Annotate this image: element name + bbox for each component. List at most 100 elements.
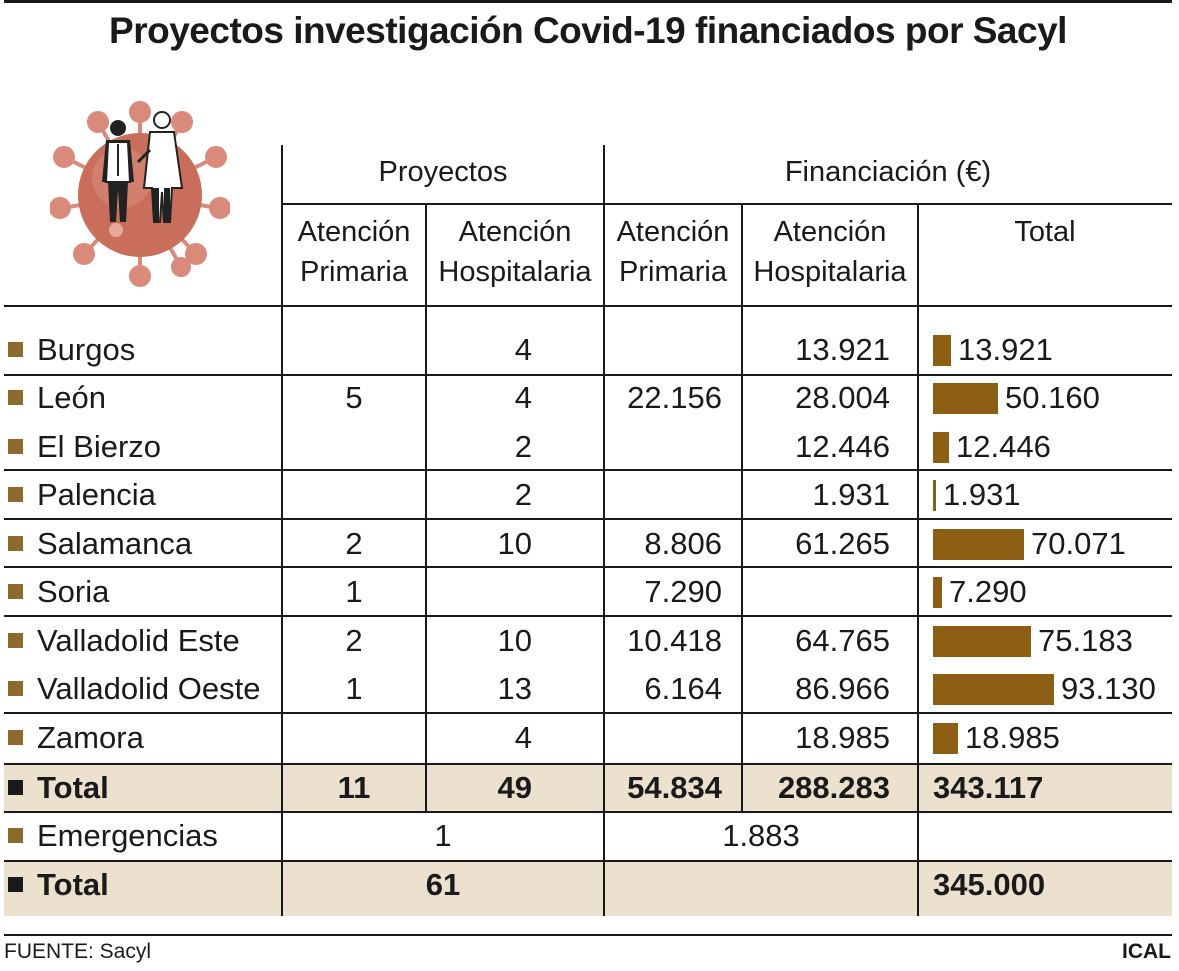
total-proy-primaria: 11 [337, 770, 371, 805]
top-rule [4, 0, 1172, 3]
grand-total-proyectos: 61 [425, 867, 461, 902]
header-line-mid [282, 203, 1172, 205]
grand-total-row-band [4, 862, 1172, 916]
row-name: Palencia [8, 475, 156, 515]
bar-5 [933, 577, 942, 608]
row-label: Soria [37, 574, 110, 609]
row-label: Palencia [37, 477, 156, 512]
bullet-square-icon [8, 877, 23, 892]
bar-4 [933, 529, 1024, 560]
cell-fin-hospitalaria: 1.931 [812, 477, 890, 512]
bullet-square-icon [8, 342, 23, 357]
bar-value-label: 12.446 [956, 429, 1051, 464]
chart-title: Proyectos investigación Covid-19 financi… [109, 10, 1067, 51]
bar-6 [933, 626, 1031, 657]
row-label: Total [37, 867, 109, 902]
total-row-name: Total [8, 768, 109, 808]
bar-0 [933, 335, 951, 366]
total-financiacion: 343.117 [933, 770, 1044, 805]
bar-value-label: 93.130 [1061, 671, 1156, 706]
cell-fin-hospitalaria: 12.446 [795, 429, 890, 464]
row-label: Burgos [37, 332, 136, 367]
cell-proy-primaria: 2 [345, 623, 363, 658]
agency-credit: ICAL [1122, 940, 1171, 963]
bar-3 [933, 480, 936, 511]
emergencias-proyectos: 1 [434, 818, 452, 853]
bullet-square-icon [8, 780, 23, 795]
header-proyectos: Proyectos [378, 156, 508, 188]
cell-fin-primaria: 22.156 [627, 380, 722, 415]
row-name: Zamora [8, 718, 144, 758]
row-separator [4, 712, 1172, 714]
row-name: Valladolid Este [8, 621, 240, 661]
header-line-bottom [4, 305, 1172, 307]
row-label: León [37, 380, 106, 415]
row-separator [4, 763, 1172, 765]
row-label: Valladolid Este [37, 623, 240, 658]
virus-researchers-icon [50, 101, 230, 287]
header-proy-at-primaria: Atención Primaria [297, 216, 411, 288]
cell-fin-primaria: 6.164 [644, 671, 722, 706]
total-row-band [4, 765, 1172, 811]
grand-total-financiacion: 345.000 [933, 867, 1046, 902]
row-name: Soria [8, 572, 109, 612]
bar-value-label: 7.290 [949, 574, 1027, 609]
header-proy-at-hospitalaria: Atención Hospitalaria [438, 216, 592, 288]
row-name: León [8, 378, 106, 418]
row-name: El Bierzo [8, 427, 161, 467]
bullet-square-icon [8, 633, 23, 648]
emergencias-row-name: Emergencias [8, 816, 218, 856]
row-name: Burgos [8, 330, 135, 370]
cell-fin-hospitalaria: 18.985 [795, 720, 890, 755]
total-fin-primaria: 54.834 [627, 770, 722, 805]
cell-fin-hospitalaria: 64.765 [795, 623, 890, 658]
row-label: El Bierzo [37, 429, 162, 464]
divider-4 [741, 203, 743, 813]
row-label: Salamanca [37, 526, 193, 561]
divider-5 [917, 203, 919, 916]
cell-proy-primaria: 2 [345, 526, 363, 561]
row-separator [4, 860, 1172, 862]
row-label: Total [37, 770, 109, 805]
bullet-square-icon [8, 730, 23, 745]
bullet-square-icon [8, 584, 23, 599]
bar-1 [933, 383, 998, 414]
cell-proy-hospitalaria: 4 [514, 380, 532, 415]
row-label: Valladolid Oeste [37, 671, 261, 706]
divider-1 [281, 145, 283, 916]
emergencias-financiacion: 1.883 [722, 818, 800, 853]
cell-proy-hospitalaria: 4 [514, 720, 532, 755]
bullet-square-icon [8, 681, 23, 696]
cell-fin-hospitalaria: 86.966 [795, 671, 890, 706]
bar-8 [933, 723, 958, 754]
bar-value-label: 75.183 [1038, 623, 1133, 658]
header-fin-at-primaria: Atención Primaria [616, 216, 730, 288]
bullet-square-icon [8, 828, 23, 843]
cell-proy-hospitalaria: 10 [497, 526, 532, 561]
row-separator [4, 811, 1172, 813]
row-separator [4, 615, 1172, 617]
source-text: FUENTE: Sacyl [4, 940, 152, 963]
row-label: Emergencias [37, 818, 218, 853]
row-label: Zamora [37, 720, 144, 755]
cell-fin-primaria: 8.806 [644, 526, 722, 561]
cell-proy-primaria: 1 [345, 574, 363, 609]
row-separator [4, 469, 1172, 471]
grand-total-row-name: Total [8, 865, 109, 905]
cell-proy-hospitalaria: 4 [514, 332, 532, 367]
cell-fin-primaria: 7.290 [644, 574, 722, 609]
bar-value-label: 1.931 [943, 477, 1021, 512]
cell-proy-hospitalaria: 2 [514, 429, 532, 464]
bar-value-label: 70.071 [1031, 526, 1126, 561]
bar-2 [933, 432, 949, 463]
cell-proy-hospitalaria: 2 [514, 477, 532, 512]
bullet-square-icon [8, 536, 23, 551]
total-fin-hospitalaria: 288.283 [777, 770, 890, 805]
header-financiacion: Financiación (€) [784, 156, 992, 188]
total-proy-hospitalaria: 49 [497, 770, 532, 805]
cell-proy-hospitalaria: 13 [497, 671, 532, 706]
cell-fin-hospitalaria: 61.265 [795, 526, 890, 561]
bullet-square-icon [8, 390, 23, 405]
bar-value-label: 50.160 [1005, 380, 1100, 415]
row-separator [4, 374, 1172, 376]
